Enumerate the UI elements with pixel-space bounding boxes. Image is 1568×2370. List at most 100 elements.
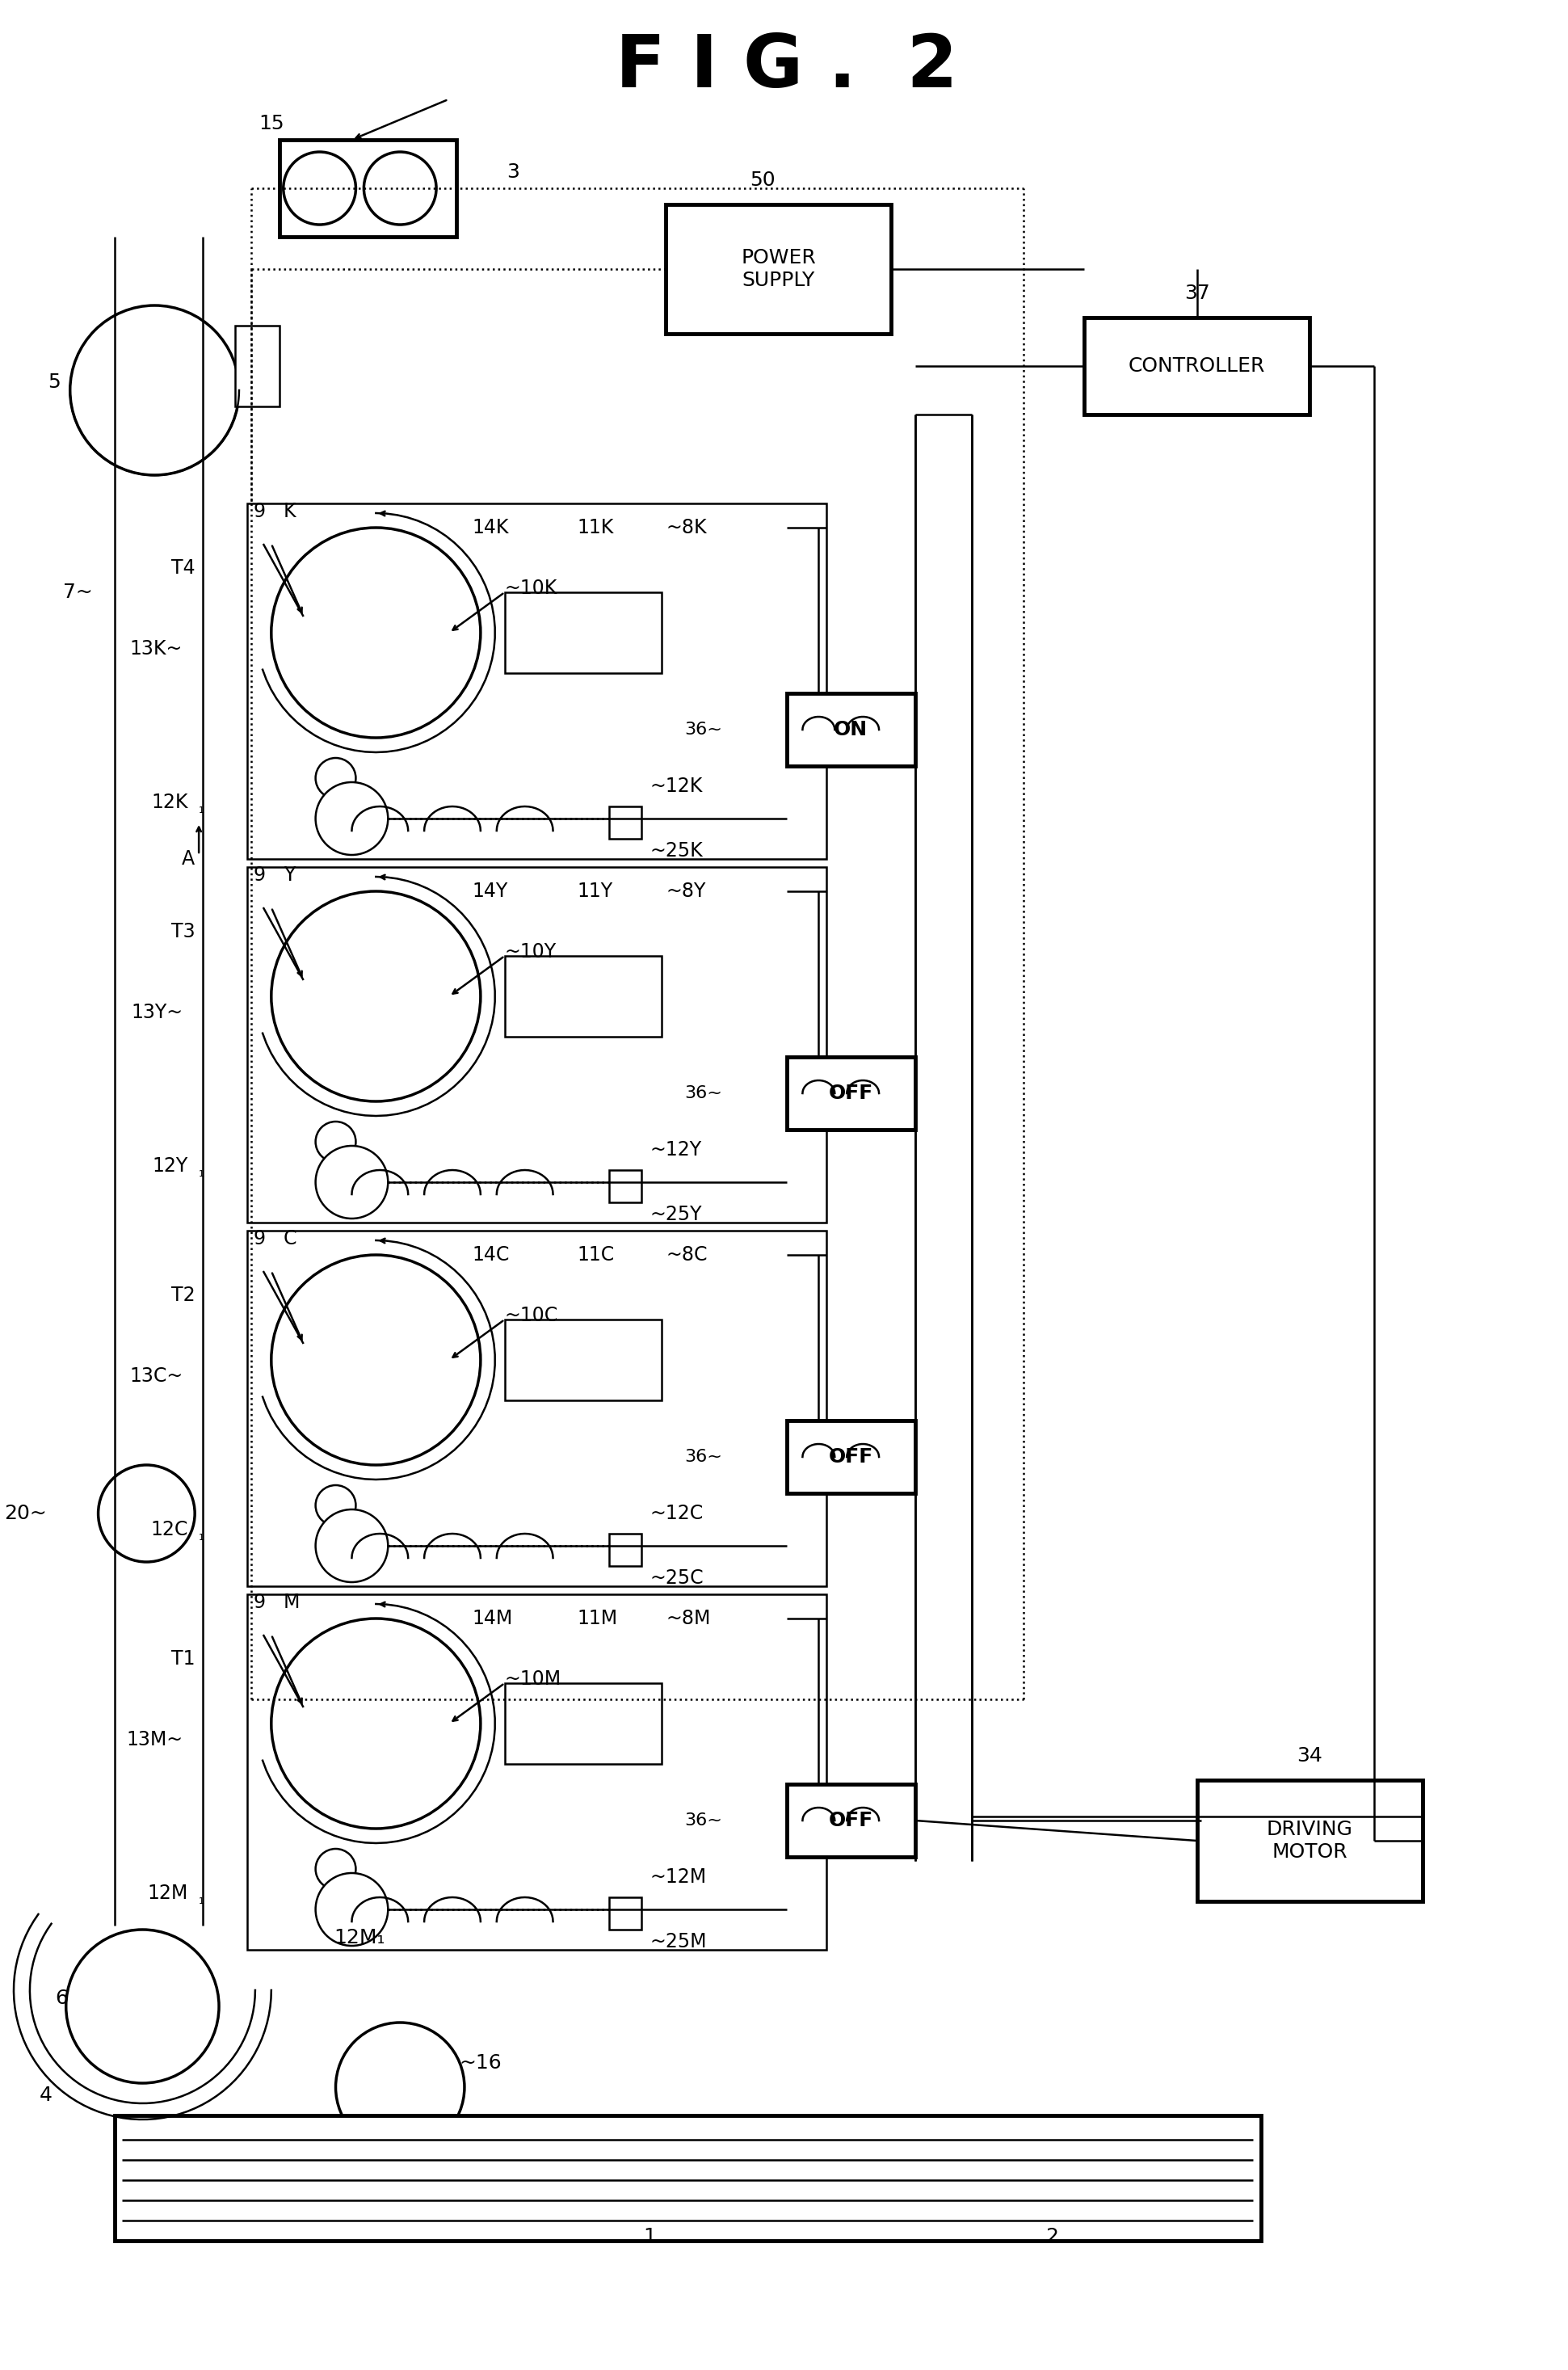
Text: ₁: ₁ <box>199 1166 205 1180</box>
Text: 11K: 11K <box>577 519 613 538</box>
Circle shape <box>99 1465 194 1562</box>
Text: 36~: 36~ <box>684 1813 721 1830</box>
Text: C: C <box>284 1230 296 1249</box>
Text: F I G .  2: F I G . 2 <box>615 31 958 102</box>
Text: OFF: OFF <box>828 1448 873 1467</box>
Text: ~8M: ~8M <box>666 1609 710 1628</box>
Text: 13M~: 13M~ <box>125 1730 183 1749</box>
Bar <box>505 1320 662 1401</box>
Text: 36~: 36~ <box>684 1448 721 1465</box>
Bar <box>248 1595 826 1951</box>
Bar <box>666 204 891 334</box>
Text: ₁: ₁ <box>199 1891 205 1908</box>
Text: ₁: ₁ <box>199 1529 205 1543</box>
Text: ~10M: ~10M <box>505 1668 561 1690</box>
Circle shape <box>315 1145 387 1218</box>
Circle shape <box>364 152 436 225</box>
Text: 9: 9 <box>254 502 265 521</box>
Text: 14Y: 14Y <box>472 882 508 901</box>
Text: 11Y: 11Y <box>577 882 613 901</box>
Text: ~8Y: ~8Y <box>666 882 706 901</box>
Text: ~16: ~16 <box>459 2052 502 2074</box>
Text: A: A <box>182 848 194 870</box>
Bar <box>235 325 279 405</box>
Text: ~8C: ~8C <box>666 1244 707 1266</box>
Text: 12C: 12C <box>151 1519 188 1540</box>
Circle shape <box>315 1121 356 1161</box>
Text: CONTROLLER: CONTROLLER <box>1129 356 1265 377</box>
Text: T1: T1 <box>171 1650 194 1668</box>
Text: T4: T4 <box>171 559 194 578</box>
Bar <box>787 1785 916 1856</box>
Text: 12K: 12K <box>152 792 188 813</box>
Circle shape <box>271 891 480 1102</box>
Bar <box>787 1420 916 1493</box>
Bar <box>505 592 662 673</box>
Text: 6: 6 <box>55 1988 69 2007</box>
Circle shape <box>66 1929 220 2083</box>
Text: 7~: 7~ <box>63 583 93 602</box>
Circle shape <box>71 306 238 474</box>
Text: K: K <box>284 502 296 521</box>
Text: 34: 34 <box>1297 1747 1322 1766</box>
Text: M: M <box>284 1593 299 1612</box>
Text: 9: 9 <box>254 865 265 884</box>
Text: ~12M: ~12M <box>649 1868 706 1887</box>
Bar <box>1083 318 1309 415</box>
Text: 2: 2 <box>1046 2228 1058 2247</box>
Circle shape <box>271 529 480 737</box>
Circle shape <box>315 1486 356 1526</box>
Bar <box>610 1898 641 1929</box>
Text: ~12C: ~12C <box>649 1505 702 1524</box>
Bar <box>1196 1780 1422 1901</box>
Text: ~10Y: ~10Y <box>505 943 557 962</box>
Text: ~25Y: ~25Y <box>649 1204 702 1225</box>
Text: ON: ON <box>834 720 867 739</box>
Circle shape <box>271 1254 480 1465</box>
Text: 3: 3 <box>506 164 519 182</box>
Text: 14M: 14M <box>472 1609 513 1628</box>
Text: OFF: OFF <box>828 1811 873 1830</box>
Circle shape <box>315 1510 387 1583</box>
Circle shape <box>284 152 356 225</box>
Bar <box>610 1533 641 1567</box>
Bar <box>787 694 916 766</box>
Text: 4: 4 <box>39 2086 52 2105</box>
Text: 36~: 36~ <box>684 1085 721 1102</box>
Text: DRIVING
MOTOR: DRIVING MOTOR <box>1267 1820 1353 1863</box>
Text: ₁: ₁ <box>199 801 205 815</box>
Circle shape <box>315 782 387 856</box>
Bar <box>248 1230 826 1586</box>
Text: ~25C: ~25C <box>649 1569 704 1588</box>
Text: 20~: 20~ <box>5 1505 47 1524</box>
Text: 12M₁: 12M₁ <box>334 1929 386 1948</box>
Text: 50: 50 <box>750 171 775 190</box>
Text: 9: 9 <box>254 1593 265 1612</box>
Bar <box>248 867 826 1223</box>
Bar <box>610 1171 641 1202</box>
Circle shape <box>315 1872 387 1946</box>
Text: 14C: 14C <box>472 1244 510 1266</box>
Bar <box>248 502 826 858</box>
Text: ~12Y: ~12Y <box>649 1140 701 1159</box>
Text: Y: Y <box>284 865 295 884</box>
Bar <box>610 806 641 839</box>
Text: 12M: 12M <box>147 1884 188 1903</box>
Text: POWER
SUPPLY: POWER SUPPLY <box>742 249 815 289</box>
Text: 13C~: 13C~ <box>129 1367 183 1386</box>
Circle shape <box>271 1619 480 1830</box>
Text: 12Y: 12Y <box>152 1157 188 1176</box>
Text: 14K: 14K <box>472 519 510 538</box>
Text: T3: T3 <box>171 922 194 941</box>
Text: 5: 5 <box>47 372 60 391</box>
Text: 11M: 11M <box>577 1609 618 1628</box>
Text: 1: 1 <box>643 2228 655 2247</box>
Text: ~10K: ~10K <box>505 578 558 597</box>
Text: 11C: 11C <box>577 1244 615 1266</box>
Text: 37: 37 <box>1184 284 1210 303</box>
Text: ~25M: ~25M <box>649 1932 707 1951</box>
Circle shape <box>315 758 356 799</box>
Text: 9: 9 <box>254 1230 265 1249</box>
Text: 13K~: 13K~ <box>130 640 183 659</box>
Bar <box>505 1683 662 1763</box>
